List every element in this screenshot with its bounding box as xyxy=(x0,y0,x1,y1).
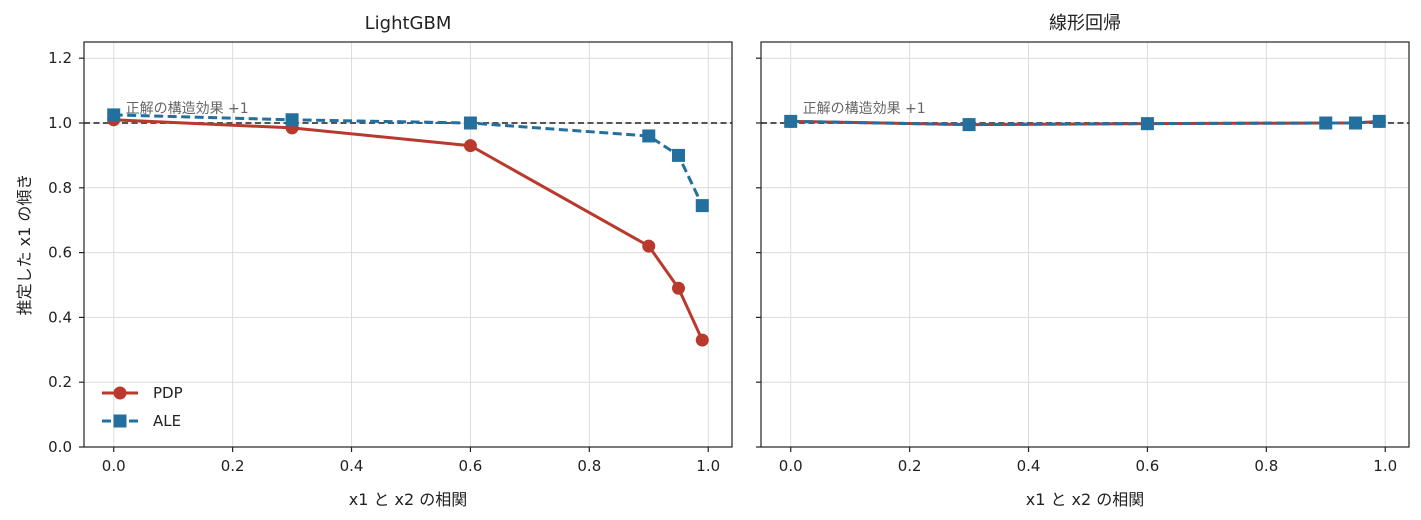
x-tick-label-0: 0.0 xyxy=(102,457,126,475)
point-pdp-5 xyxy=(695,333,709,347)
x-axis-label: x1 と x2 の相関 xyxy=(349,490,468,509)
x-tick-label-1: 0.2 xyxy=(221,457,245,475)
panel-2: 正解の構造効果 +1 0.0 0.2 0.4 0.6 0.8 1.0 線形回帰 x1 と x2 … xyxy=(756,13,1410,509)
series-line-pdp xyxy=(113,118,704,341)
x-tick-label-3: 0.6 xyxy=(1135,457,1159,475)
point-ale-4 xyxy=(1348,116,1362,130)
point-ale-2 xyxy=(1140,117,1154,131)
point-ale-0 xyxy=(107,108,121,122)
point-ale-1 xyxy=(962,118,976,132)
x-tick-label-1: 0.2 xyxy=(898,457,922,475)
point-ale-2 xyxy=(463,116,477,130)
chart-title: LightGBM xyxy=(365,13,452,34)
point-pdp-4 xyxy=(671,281,685,295)
plot-frame xyxy=(760,41,1410,448)
x-tick-label-2: 0.4 xyxy=(1017,457,1041,475)
point-pdp-2 xyxy=(463,139,477,153)
series-line-ale xyxy=(113,113,704,207)
x-tick-label-0: 0.0 xyxy=(779,457,803,475)
x-tick-label-5: 1.0 xyxy=(696,457,720,475)
x-tick-label-3: 0.6 xyxy=(458,457,482,475)
point-pdp-3 xyxy=(642,239,656,253)
legend-label-pdp: PDP xyxy=(153,384,183,402)
chart-title: 線形回帰 xyxy=(1049,13,1121,34)
panel-1: 正解の構造効果 +1 0.0 0.2 0.4 0.6 0.8 1.0 0.0 0.2 0.4 0.6… xyxy=(15,13,733,509)
y-tick-label-5: 1.0 xyxy=(48,114,72,132)
y-tick-label-1: 0.2 xyxy=(48,373,72,391)
y-tick-label-6: 1.2 xyxy=(48,49,72,67)
reference-annotation: 正解の構造効果 +1 xyxy=(803,101,926,117)
point-ale-5 xyxy=(695,199,709,213)
point-ale-0 xyxy=(784,114,798,128)
x-tick-label-4: 0.8 xyxy=(1254,457,1278,475)
point-ale-4 xyxy=(671,148,685,162)
y-tick-label-3: 0.6 xyxy=(48,244,72,262)
x-axis-label: x1 と x2 の相関 xyxy=(1026,490,1145,509)
x-tick-label-4: 0.8 xyxy=(577,457,601,475)
plot-frame xyxy=(83,41,733,448)
y-axis-label: 推定した x1 の傾き xyxy=(15,174,34,316)
point-ale-3 xyxy=(642,129,656,143)
reference-annotation: 正解の構造効果 +1 xyxy=(126,101,249,117)
point-ale-3 xyxy=(1319,116,1333,130)
x-tick-label-2: 0.4 xyxy=(340,457,364,475)
legend-marker-pdp xyxy=(113,386,127,400)
point-ale-5 xyxy=(1372,114,1386,128)
y-tick-label-2: 0.4 xyxy=(48,308,72,326)
point-ale-1 xyxy=(285,113,299,127)
legend: PDP ALE xyxy=(102,384,183,430)
x-tick-label-5: 1.0 xyxy=(1373,457,1397,475)
legend-marker-ale xyxy=(113,414,127,428)
legend-label-ale: ALE xyxy=(153,412,181,430)
y-tick-label-0: 0.0 xyxy=(48,438,72,456)
y-tick-label-4: 0.8 xyxy=(48,179,72,197)
